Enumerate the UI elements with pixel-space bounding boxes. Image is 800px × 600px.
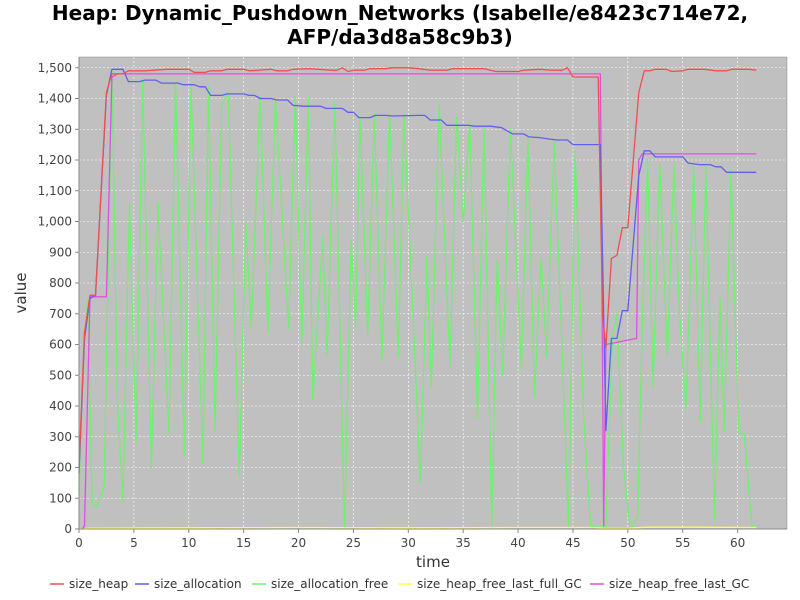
series-line-size-heap-free-last-full-GC xyxy=(78,526,757,530)
x-tick-label-4: 20 xyxy=(291,536,306,550)
x-tick-label-12: 60 xyxy=(730,536,745,550)
y-tick-label-1: 100 xyxy=(49,491,72,505)
x-tick-label-8: 40 xyxy=(510,536,525,550)
y-tick-label-5: 500 xyxy=(49,368,72,382)
y-tick-label-14: 1,400 xyxy=(38,92,72,106)
y-tick-label-3: 300 xyxy=(49,430,72,444)
x-axis-label: time xyxy=(416,553,450,571)
x-tick-label-3: 15 xyxy=(236,536,251,550)
y-tick-label-7: 700 xyxy=(49,307,72,321)
y-tick-label-15: 1,500 xyxy=(38,61,72,75)
chart-title-line-2: AFP/da3d8a58c9b3) xyxy=(287,25,513,49)
x-tick-label-2: 10 xyxy=(181,536,196,550)
y-tick-label-2: 200 xyxy=(49,461,72,475)
x-tick-label-5: 25 xyxy=(346,536,361,550)
y-tick-label-9: 900 xyxy=(49,245,72,259)
legend-label-size-allocation-free: size_allocation_free xyxy=(271,577,388,591)
series-layer xyxy=(78,67,757,530)
series-line-size-allocation xyxy=(78,68,757,474)
y-tick-label-4: 400 xyxy=(49,399,72,413)
y-tick-label-6: 600 xyxy=(49,338,72,352)
chart-title-line-1: Heap: Dynamic_Pushdown_Networks (Isabell… xyxy=(52,1,748,25)
y-tick-label-8: 800 xyxy=(49,276,72,290)
legend-label-size-heap: size_heap xyxy=(69,577,128,591)
x-tick-label-6: 30 xyxy=(401,536,416,550)
y-tick-label-0: 0 xyxy=(64,522,72,536)
x-tick-label-10: 50 xyxy=(620,536,635,550)
y-tick-label-13: 1,300 xyxy=(38,122,72,136)
x-tick-label-0: 0 xyxy=(75,536,83,550)
plot-area xyxy=(78,56,788,530)
series-line-size-heap xyxy=(78,67,757,468)
x-tick-label-1: 5 xyxy=(130,536,138,550)
y-tick-label-12: 1,200 xyxy=(38,153,72,167)
x-tick-label-7: 35 xyxy=(456,536,471,550)
y-tick-label-11: 1,100 xyxy=(38,184,72,198)
x-axis-ticks: 0 5 10 15 20 25 30 35 40 45 50 55 60 xyxy=(75,529,745,550)
legend: size_heap size_allocation size_allocation_… xyxy=(50,577,749,591)
x-tick-label-11: 55 xyxy=(675,536,690,550)
axes xyxy=(78,57,787,530)
series-line-size-allocation-free xyxy=(78,70,757,530)
y-tick-label-10: 1,000 xyxy=(38,215,72,229)
x-tick-label-9: 45 xyxy=(565,536,580,550)
legend-label-size-allocation: size_allocation xyxy=(154,577,242,591)
y-axis-ticks: 0 100 200 300 400 500 600 700 800 900 1,000 1,100 1,… xyxy=(38,61,79,536)
legend-label-size-heap-free-last-full-GC: size_heap_free_last_full_GC xyxy=(417,577,582,591)
y-axis-label: value xyxy=(12,273,30,314)
legend-label-size-heap-free-last-GC: size_heap_free_last_GC xyxy=(609,577,749,591)
